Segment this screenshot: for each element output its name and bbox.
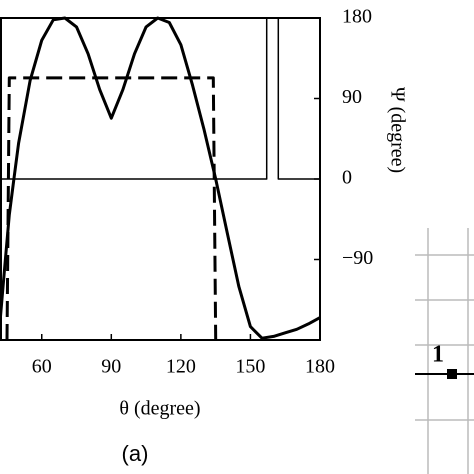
y2-tick-label: 90 <box>342 86 362 108</box>
x-tick-label: 120 <box>166 356 196 378</box>
y2-tick-label: 180 <box>342 6 372 28</box>
x-tick-label: 90 <box>101 356 121 378</box>
x-tick-label: 60 <box>32 356 52 378</box>
node-label: 1 <box>432 342 444 368</box>
y-axis-label: Ψ (degree) <box>386 87 408 173</box>
x-tick-label: 180 <box>305 356 335 378</box>
panel-b: 1 <box>415 228 474 474</box>
x-axis-label: θ (degree) <box>119 398 200 420</box>
x-tick-label: 150 <box>235 356 265 378</box>
node <box>447 369 457 379</box>
y2-tick-label: −90 <box>342 247 373 269</box>
series-line <box>0 18 320 180</box>
series-line <box>0 16 321 340</box>
y2-tick-label: 0 <box>342 167 352 189</box>
caption: (a) <box>122 441 149 466</box>
